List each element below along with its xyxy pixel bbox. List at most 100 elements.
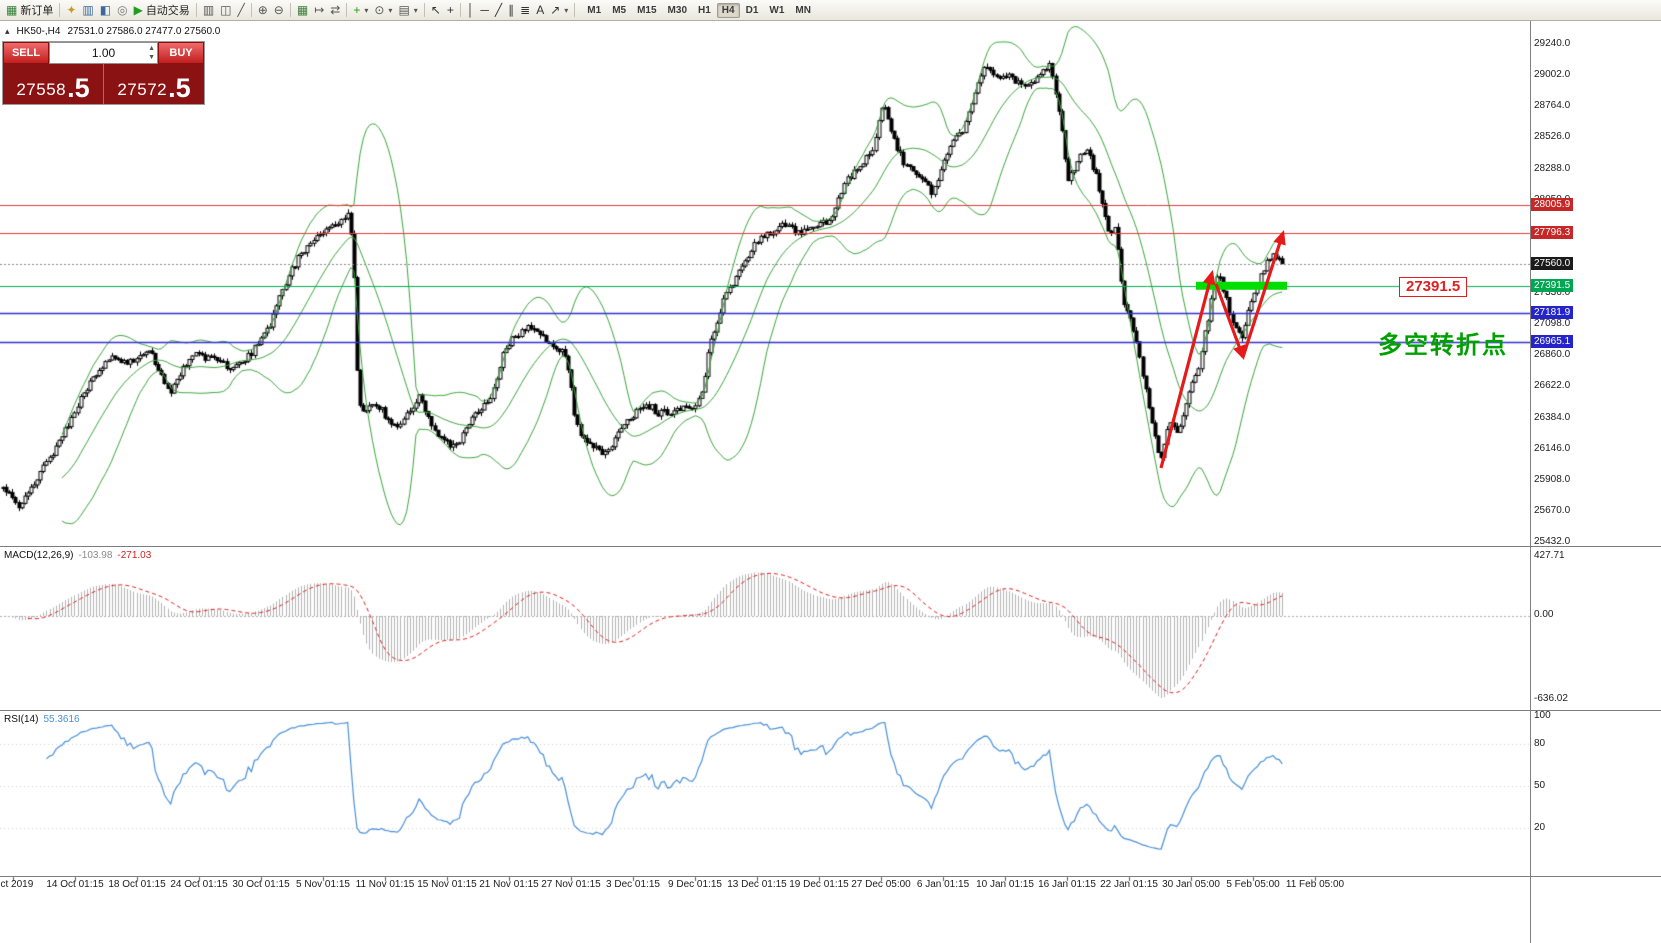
data-window-button-icon: ◧ [99,3,112,17]
new-order-button[interactable]: ▦ 新订单 [3,1,56,20]
volume-input[interactable]: 1.00 ▲ ▼ [49,42,158,64]
vertical-line-button[interactable]: │ [464,1,478,20]
macd-axis-label: 0.00 [1534,609,1554,620]
zoom-out-button-icon: ⊖ [273,3,284,17]
chart-shift-button-icon: ⇄ [330,3,341,17]
arrows-button[interactable]: ↗ ▾ [547,1,571,20]
rsi-axis-label: 100 [1534,710,1551,721]
time-axis-label: 11 Nov 01:15 [355,879,415,890]
text-button-icon: A [536,3,545,17]
price-axis-tick: 29240.0 [1534,38,1571,49]
timeframe-m15-button[interactable]: M15 [637,4,657,16]
autotrading-button[interactable]: ▶ 自动交易 [131,1,193,20]
volume-spinner[interactable]: ▲ ▼ [148,44,155,62]
indicators-button[interactable]: + ▾ [350,1,371,20]
rsi-axis-label: 20 [1534,822,1546,833]
toolbar-buttons: ▦ 新订单 ✦ ▥ ◧ ◎ ▶ 自动交易 ▥ ◫ ╱ ⊕ ⊖ ▦ ↦ ⇄ + ▾ ⊙ ▾ ▤ ▾ ↖ + │ ─ ╱ ∥ ≣ A ↗ ▾ [3,1,578,20]
macd-main-value: -103.98 [78,550,113,561]
buy-price[interactable]: 27572 .5 [104,64,204,104]
periods-button[interactable]: ⊙ ▾ [371,1,395,20]
sell-price[interactable]: 27558 .5 [3,64,104,104]
rsi-axis-label: 80 [1534,738,1546,749]
timeframe-mn-button[interactable]: MN [795,4,811,16]
chart-shift-button[interactable]: ⇄ [327,1,343,20]
time-axis-label: 30 Oct 01:15 [232,879,290,890]
timeframe-m30-button[interactable]: M30 [667,4,687,16]
toolbar: ▦ 新订单 ✦ ▥ ◧ ◎ ▶ 自动交易 ▥ ◫ ╱ ⊕ ⊖ ▦ ↦ ⇄ + ▾ ⊙ ▾ ▤ ▾ ↖ + │ ─ ╱ ∥ ≣ A ↗ ▾ M1… [0,0,1661,21]
price-axis-tag: 27391.5 [1531,279,1574,292]
timeframe-m1-button[interactable]: M1 [587,4,602,16]
timeframe-w1-button[interactable]: W1 [769,4,785,16]
time-axis-label: 27 Nov 01:15 [541,879,601,890]
time-axis-label: 27 Dec 05:00 [851,879,911,890]
timeframe-h4-button[interactable]: H4 [716,2,740,18]
time-axis-label: 16 Jan 01:15 [1038,879,1096,890]
timeframe-m5-button[interactable]: M5 [612,4,627,16]
autotrading-button-icon: ▶ [133,3,143,17]
price-axis-tick: 25908.0 [1534,474,1571,485]
time-axis-label: 21 Nov 01:15 [479,879,539,890]
fibonacci-button-icon: ≣ [520,3,531,17]
price-axis-tag: 27560.0 [1531,257,1574,270]
profiles-button-icon: ✦ [66,3,77,17]
sell-price-fraction: .5 [67,73,90,104]
time-axis-label: 5 Nov 01:15 [296,879,350,890]
price-axis-tick: 25670.0 [1534,505,1571,516]
rsi-panel-separator[interactable] [0,710,1661,711]
arrows-button-caret-icon: ▾ [564,5,569,15]
buy-price-fraction: .5 [168,73,191,104]
volume-down-icon[interactable]: ▼ [148,53,155,61]
templates-button-icon: ▤ [398,3,410,17]
toolbar-separator [289,3,291,17]
auto-scroll-button-icon: ↦ [314,3,325,17]
line-chart-button[interactable]: ╱ [235,1,248,20]
one-click-expand-icon[interactable]: ▴ [5,26,10,36]
new-order-button-icon: ▦ [6,3,18,17]
channel-button[interactable]: ∥ [505,1,517,20]
candlestick-chart-button[interactable]: ◫ [217,1,234,20]
horizontal-line-button[interactable]: ─ [477,1,492,20]
profiles-button[interactable]: ✦ [63,1,79,20]
timeframe-d1-button[interactable]: D1 [745,4,759,16]
timeframe-h1-button[interactable]: H1 [698,4,711,16]
cursor-button[interactable]: ↖ [428,1,444,20]
price-axis-tag: 27796.3 [1531,226,1574,239]
tile-windows-button[interactable]: ▦ [294,1,311,20]
navigator-button[interactable]: ◎ [114,1,130,20]
price-axis-tick: 28764.0 [1534,100,1571,111]
horizontal-line-button-icon: ─ [480,3,489,17]
price-axis[interactable] [1530,21,1661,943]
macd-indicator-label: MACD(12,26,9) -103.98 -271.03 [4,550,151,561]
text-button[interactable]: A [533,1,547,20]
auto-scroll-button[interactable]: ↦ [311,1,327,20]
trendline-button[interactable]: ╱ [492,1,505,20]
bar-chart-button-icon: ▥ [202,3,215,17]
price-axis-tick: 29002.0 [1534,69,1571,80]
price-axis-tag: 27181.9 [1531,306,1574,319]
data-window-button[interactable]: ◧ [97,1,114,20]
fibonacci-button[interactable]: ≣ [517,1,533,20]
zoom-out-button[interactable]: ⊖ [271,1,287,20]
time-axis-label: 14 Oct 01:15 [46,879,104,890]
time-axis-label: 19 Dec 01:15 [789,879,849,890]
market-watch-button[interactable]: ▥ [79,1,96,20]
zoom-in-button[interactable]: ⊕ [255,1,271,20]
macd-axis-label: 427.71 [1534,550,1565,561]
volume-up-icon[interactable]: ▲ [148,44,155,52]
templates-button[interactable]: ▤ ▾ [395,1,420,20]
buy-button[interactable]: BUY [158,42,204,64]
buy-price-main: 27572 [117,80,168,99]
time-axis-label: 9 Dec 01:15 [668,879,722,890]
bar-chart-button[interactable]: ▥ [200,1,217,20]
arrows-button-icon: ↗ [550,3,561,17]
crosshair-button[interactable]: + [444,1,457,20]
symbol-period-label: HK50-,H4 [16,26,61,37]
sell-button[interactable]: SELL [3,42,49,64]
macd-panel-separator[interactable] [0,546,1661,547]
price-axis-tick: 28288.0 [1534,163,1571,174]
macd-signal-value: -271.03 [117,550,152,561]
price-axis-tick: 28526.0 [1534,131,1571,142]
trendline-button-icon: ╱ [494,3,503,17]
chart-canvas[interactable] [0,0,1530,943]
